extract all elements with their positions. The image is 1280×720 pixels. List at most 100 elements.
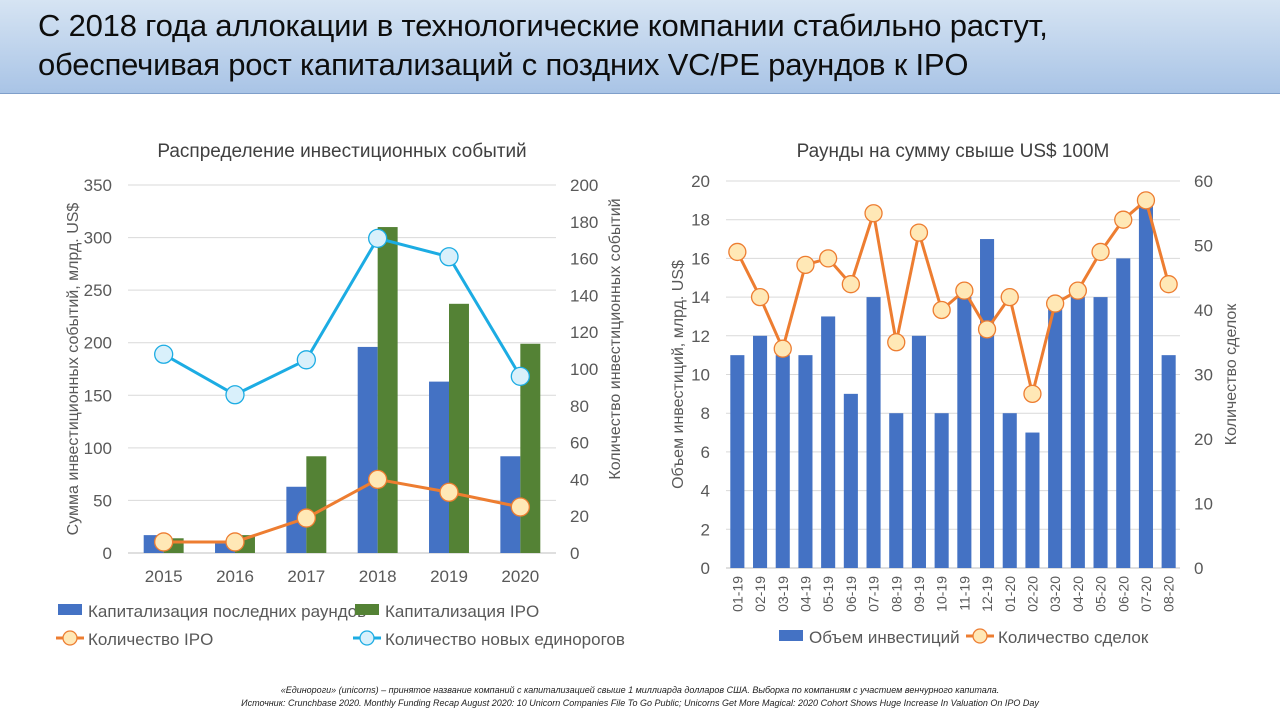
- legend-label: Количество сделок: [998, 628, 1149, 647]
- x-tick-label: 03-20: [1047, 576, 1063, 612]
- legend-swatch: [779, 630, 803, 641]
- legend-swatch-marker: [62, 630, 78, 646]
- y2-tick-label: 30: [1194, 366, 1213, 385]
- series-marker: [1068, 281, 1087, 300]
- bar-1: [1048, 297, 1063, 568]
- bar-1: [753, 335, 768, 568]
- y2-tick-label: 200: [570, 176, 598, 195]
- series-marker: [154, 344, 174, 364]
- series-marker: [510, 366, 530, 387]
- bar-1: [215, 543, 235, 553]
- series-marker: [296, 350, 316, 370]
- y2-tick-label: 100: [570, 360, 598, 379]
- x-tick-label: 01-19: [729, 576, 745, 612]
- series-marker: [368, 228, 388, 249]
- y-axis-title: Объем инвестиций, млрд. US$: [670, 260, 687, 489]
- page-title-line-1: С 2018 года аллокации в технологические …: [38, 8, 1048, 43]
- large-rounds-chart: Раунды на сумму свыше US$ 100M 0 2 4 6 8 10 12 1…: [670, 141, 1240, 647]
- y-tick-label: 50: [93, 491, 112, 510]
- bar-2: [377, 227, 398, 554]
- y-tick-label: 100: [84, 439, 112, 458]
- legend-swatch: [355, 604, 379, 615]
- bar-1: [957, 297, 972, 568]
- series-marker: [1046, 294, 1065, 313]
- y2-tick-label: 0: [570, 544, 579, 563]
- series-marker: [1136, 191, 1156, 210]
- legend-label: Количество IPO: [88, 630, 213, 649]
- series-marker: [841, 275, 860, 294]
- series-marker: [154, 532, 174, 552]
- x-tick-label: 07-19: [866, 576, 882, 612]
- y2-axis-title: Количество сделок: [1223, 303, 1240, 445]
- x-tick-label: 02-19: [752, 576, 768, 612]
- y-tick-label: 0: [701, 559, 710, 578]
- bar-1: [821, 316, 836, 568]
- y-tick-label: 10: [691, 366, 710, 385]
- bar-1: [911, 335, 926, 568]
- page-title-line-2: обеспечивая рост капитализаций с поздних…: [38, 47, 969, 82]
- y-tick-label: 4: [701, 482, 710, 501]
- x-tick-label: 05-19: [820, 576, 836, 612]
- y2-tick-label: 50: [1194, 237, 1213, 256]
- x-tick-label: 2017: [287, 567, 325, 586]
- legend-swatch-marker: [972, 628, 988, 644]
- y-tick-label: 18: [691, 211, 710, 230]
- bar-1: [1093, 297, 1108, 568]
- series-marker: [909, 223, 929, 242]
- y-tick-label: 350: [84, 176, 112, 195]
- y-tick-label: 300: [84, 229, 112, 248]
- x-tick-label: 2016: [216, 567, 254, 586]
- y-tick-label: 14: [691, 288, 710, 307]
- x-tick-label: 04-19: [797, 576, 813, 612]
- x-tick-label: 08-19: [888, 576, 904, 612]
- y2-tick-label: 10: [1194, 495, 1213, 514]
- series-marker: [510, 497, 530, 517]
- y2-tick-label: 160: [570, 250, 598, 269]
- x-tick-label: 12-19: [979, 576, 995, 612]
- series-marker: [864, 204, 883, 223]
- legend-label: Капитализация последних раундов: [88, 602, 366, 621]
- series-marker: [955, 281, 974, 300]
- series-marker: [750, 287, 770, 307]
- y2-axis-title: Количество инвестиционных событий: [607, 198, 624, 479]
- investment-events-chart: Распределение инвестиционных событий 0 50 1…: [56, 141, 625, 649]
- y-tick-label: 20: [691, 172, 710, 191]
- y2-tick-label: 40: [570, 470, 589, 489]
- y2-tick-label: 0: [1194, 559, 1203, 578]
- series-marker: [1000, 287, 1019, 307]
- y2-tick-label: 20: [570, 507, 589, 526]
- bar-1: [1116, 258, 1131, 568]
- y-tick-label: 8: [701, 404, 710, 423]
- series-marker: [225, 385, 245, 405]
- title-banner: С 2018 года аллокации в технологические …: [0, 0, 1280, 94]
- series-marker: [796, 255, 815, 275]
- y-tick-label: 12: [691, 327, 710, 346]
- series-marker: [932, 300, 951, 320]
- legend-swatch: [58, 604, 82, 615]
- bar-1: [798, 355, 813, 568]
- bar-1: [1138, 200, 1153, 568]
- series-marker: [296, 508, 316, 528]
- bar-2: [306, 456, 327, 553]
- y2-tick-label: 20: [1194, 430, 1213, 449]
- y2-tick-label: 80: [570, 397, 589, 416]
- bar-1: [730, 355, 745, 568]
- x-tick-label: 08-20: [1161, 576, 1177, 612]
- bar-1: [1002, 413, 1017, 568]
- footnotes: «Единороги» (unicorns) – принятое назван…: [0, 684, 1280, 710]
- x-tick-label: 2020: [501, 567, 539, 586]
- bar-1: [1070, 297, 1085, 568]
- series-marker: [439, 482, 459, 502]
- x-tick-label: 02-20: [1024, 576, 1040, 612]
- bar-1: [934, 413, 949, 568]
- y2-tick-label: 140: [570, 286, 598, 305]
- series-marker: [1114, 210, 1133, 229]
- y-tick-label: 2: [701, 520, 710, 539]
- bar-1: [889, 413, 904, 568]
- x-tick-label: 11-19: [956, 576, 972, 611]
- x-tick-label: 06-20: [1115, 576, 1131, 612]
- bar-1: [1025, 432, 1040, 568]
- series-marker: [225, 532, 245, 552]
- x-tick-label: 03-19: [775, 576, 791, 612]
- y-tick-label: 200: [84, 334, 112, 353]
